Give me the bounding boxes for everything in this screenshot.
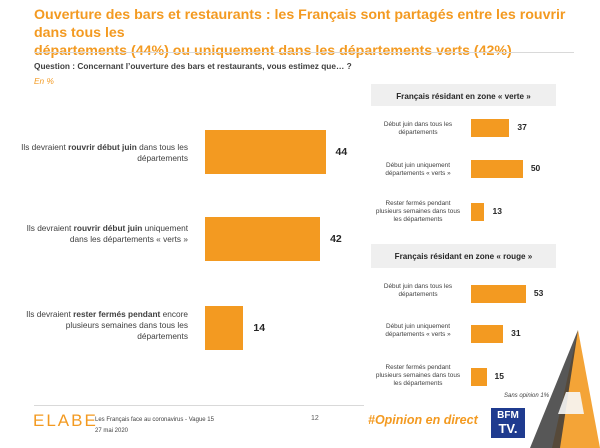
main-bar-1 — [205, 217, 321, 261]
main-label-2-post: encore plusieurs semaines dans tous les … — [65, 309, 188, 341]
elabe-logo: ELABE — [33, 411, 98, 430]
main-label-2-pre: Ils devraient — [26, 309, 74, 319]
rouge-bar-1 — [471, 325, 504, 343]
main-label-1-bold: rouvrir début juin — [73, 223, 143, 233]
verte-value-1: 50 — [530, 163, 541, 173]
verte-bar-0 — [471, 119, 510, 137]
bfmtv-logo: BFM TV. — [491, 408, 525, 438]
main-label-1-post: uniquement dans les départements « verts… — [69, 223, 188, 244]
footer-divider — [34, 405, 364, 406]
page-title: Ouverture des bars et restaurants : les … — [34, 6, 574, 60]
hashtag: #Opinion en direct — [368, 413, 478, 427]
main-value-1: 42 — [330, 233, 342, 245]
rouge-value-2: 15 — [494, 371, 504, 381]
main-value-2: 14 — [253, 322, 266, 334]
verte-bar-1 — [471, 160, 523, 178]
main-label-2-bold: rester fermés pendant — [73, 309, 161, 319]
verte-bar-2 — [471, 203, 485, 221]
verte-label-1: Début juin uniquement départements « ver… — [385, 162, 451, 177]
main-label-2: Ils devraient rester fermés pendant enco… — [20, 309, 188, 342]
rouge-value-1: 31 — [511, 328, 521, 338]
rouge-label-1: Début juin uniquement départements « ver… — [385, 323, 451, 338]
rouge-label-0: Début juin dans tous les départements — [383, 283, 453, 298]
title-line-1: Ouverture des bars et restaurants : les … — [34, 7, 566, 41]
bfmtv-logo-line1: BFM — [497, 410, 519, 421]
verte-label-2: Rester fermés pendant plusieurs semaines… — [375, 200, 461, 223]
main-label-0-post: dans tous les départements — [136, 142, 188, 163]
main-label-0-pre: Ils devraient — [21, 142, 69, 152]
title-line-2: départements (44%) ou uniquement dans le… — [34, 43, 512, 59]
main-label-0: Ils devraient rouvrir début juin dans to… — [20, 142, 188, 164]
page-number: 12 — [311, 415, 319, 422]
rouge-label-2: Rester fermés pendant plusieurs semaines… — [375, 364, 461, 387]
panel-verte-body — [371, 106, 556, 240]
main-bar-0 — [205, 130, 326, 174]
elabe-triangle-icon — [530, 330, 600, 448]
main-label-1-pre: Ils devraient — [26, 223, 74, 233]
rouge-bar-2 — [471, 368, 487, 386]
panel-rouge-title: Français résidant en zone « rouge » — [394, 252, 533, 261]
title-divider — [34, 52, 574, 53]
verte-label-0: Début juin dans tous les départements — [383, 121, 453, 136]
main-label-0-bold: rouvrir début juin — [68, 142, 137, 152]
footer-study: Les Français face au coronavirus - Vague… — [95, 417, 214, 423]
verte-value-0: 37 — [517, 122, 527, 132]
footer-date: 27 mai 2020 — [95, 428, 129, 434]
rouge-bar-0 — [471, 285, 526, 303]
unit-label: En % — [34, 76, 54, 86]
bfmtv-logo-line2: TV. — [498, 421, 518, 436]
main-value-0: 44 — [335, 146, 348, 158]
verte-value-2: 13 — [492, 206, 502, 216]
question-text: Question : Concernant l’ouverture des ba… — [34, 61, 352, 71]
main-bar-2 — [205, 306, 244, 350]
rouge-value-0: 53 — [533, 288, 544, 298]
panel-verte-title: Français résidant en zone « verte » — [396, 92, 531, 101]
main-label-1: Ils devraient rouvrir début juin uniquem… — [20, 223, 188, 245]
sans-opinion-note: Sans opinion 1% — [504, 393, 550, 399]
